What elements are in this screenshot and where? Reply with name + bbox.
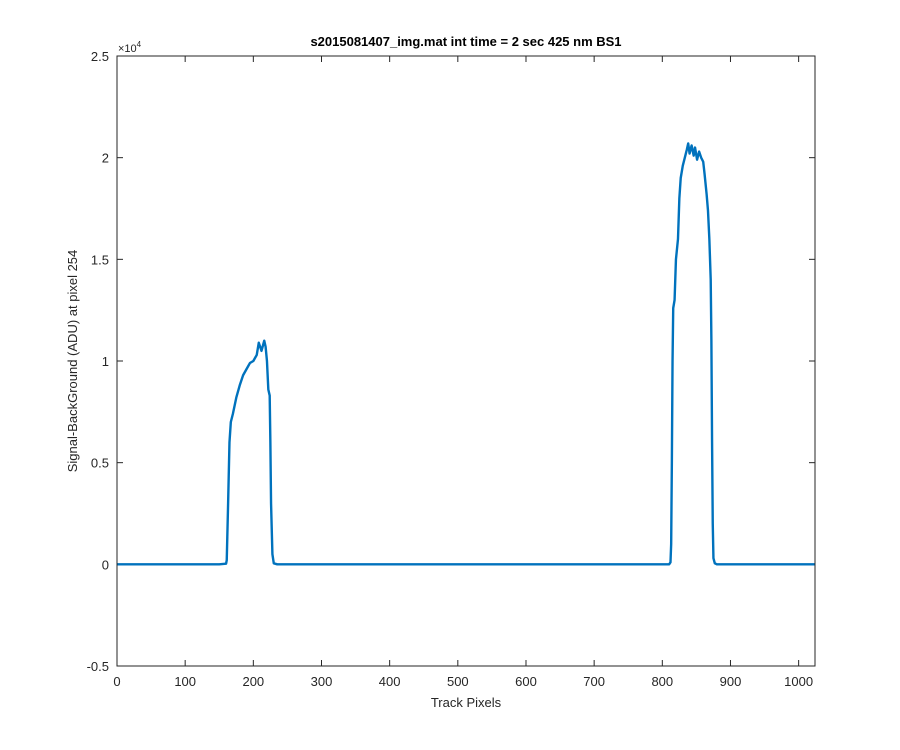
y-multiplier-base: ×10	[118, 43, 137, 55]
chart-title: s2015081407_img.mat int time = 2 sec 425…	[310, 34, 621, 49]
x-tick-label: 900	[720, 674, 742, 689]
y-tick-label: -0.5	[87, 659, 109, 674]
x-tick-label: 200	[242, 674, 264, 689]
x-tick-label: 600	[515, 674, 537, 689]
x-axis-ticks: 0 100 200 300 400 500 600 700 800 900 1000	[113, 56, 813, 689]
y-axis-ticks: -0.5 0 0.5 1 1.5 2 2.5	[87, 49, 815, 674]
x-tick-label: 300	[311, 674, 333, 689]
series-line	[117, 142, 815, 566]
x-tick-label: 800	[651, 674, 673, 689]
x-tick-label: 100	[174, 674, 196, 689]
y-tick-label: 1	[102, 354, 109, 369]
y-axis-multiplier: ×104	[118, 40, 142, 55]
x-tick-label: 500	[447, 674, 469, 689]
y-axis-label: Signal-BackGround (ADU) at pixel 254	[65, 250, 80, 473]
x-tick-label: 0	[113, 674, 120, 689]
x-tick-label: 400	[379, 674, 401, 689]
y-tick-label: 1.5	[91, 252, 109, 267]
x-axis-label: Track Pixels	[431, 695, 502, 710]
x-tick-label: 1000	[784, 674, 813, 689]
x-tick-label: 700	[583, 674, 605, 689]
plot-area	[117, 56, 815, 666]
plot-frame	[116, 55, 816, 667]
y-tick-label: 2.5	[91, 49, 109, 64]
y-tick-label: 2	[102, 151, 109, 166]
y-multiplier-exponent: 4	[137, 40, 142, 49]
y-tick-label: 0	[102, 557, 109, 572]
y-tick-label: 0.5	[91, 456, 109, 471]
